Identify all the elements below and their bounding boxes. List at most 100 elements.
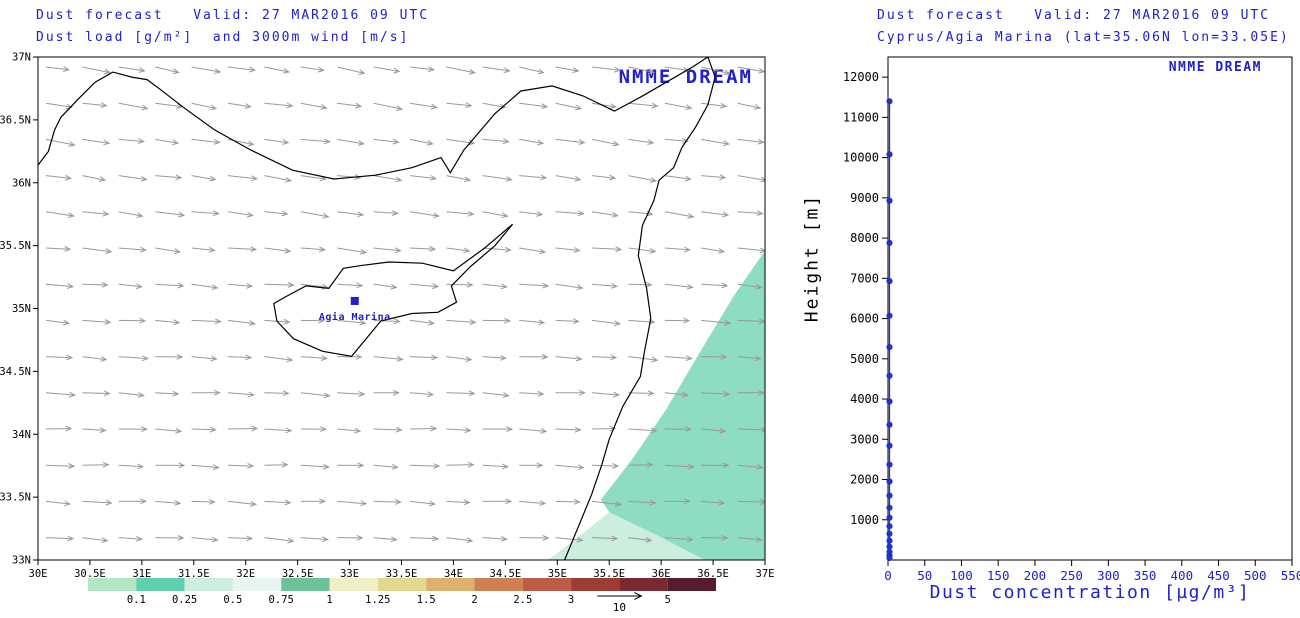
svg-text:1.25: 1.25 xyxy=(365,594,390,606)
wind-reference-value: 10 xyxy=(613,601,626,614)
profile-y-axis: 1000 2000 3000 4000 5000 6000 7000 8000 9000 1000… xyxy=(843,70,888,527)
svg-text:1000: 1000 xyxy=(850,513,879,527)
profile-point xyxy=(886,239,893,246)
svg-text:550: 550 xyxy=(1281,568,1300,583)
dust-load-colorbar: 0.1 0.25 0.5 0.75 1 1.25 1.5 2 2.5 3 5 xyxy=(88,578,716,606)
svg-text:35E: 35E xyxy=(548,568,567,580)
profile-point xyxy=(886,312,893,319)
svg-text:5: 5 xyxy=(665,594,671,606)
colorbar-segment xyxy=(281,578,330,591)
profile-point xyxy=(886,548,893,556)
model-name-label-profile: NMME DREAM xyxy=(1168,60,1262,75)
svg-text:34E: 34E xyxy=(444,568,463,580)
colorbar-segment xyxy=(377,578,427,591)
svg-text:35.5N: 35.5N xyxy=(0,240,31,252)
svg-text:34N: 34N xyxy=(12,429,31,441)
coastline-mainland xyxy=(38,57,716,560)
profile-point xyxy=(886,421,893,428)
profile-point xyxy=(886,278,893,285)
profile-point xyxy=(886,344,893,351)
coastline-cyprus xyxy=(273,223,514,357)
svg-text:50: 50 xyxy=(917,568,932,583)
svg-text:1: 1 xyxy=(326,594,332,606)
dust-concentration-profile-chart: 0 50 100 150 200 250 300 350 400 450 500 550 1000 200… xyxy=(843,56,1300,583)
svg-text:33E: 33E xyxy=(340,568,359,580)
svg-text:32.5E: 32.5E xyxy=(282,568,314,580)
profile-point xyxy=(886,398,893,405)
svg-text:36N: 36N xyxy=(12,177,31,189)
svg-text:7000: 7000 xyxy=(850,271,879,285)
profile-point xyxy=(886,514,893,521)
colorbar-segment xyxy=(474,578,523,591)
svg-text:37N: 37N xyxy=(12,52,31,64)
profile-subtitle: Cyprus/Agia Marina (lat=35.06N lon=33.05… xyxy=(877,30,1290,45)
colorbar-segment xyxy=(329,578,378,591)
svg-text:1.5: 1.5 xyxy=(417,594,436,606)
profile-point xyxy=(886,151,893,158)
svg-text:0: 0 xyxy=(884,568,892,583)
svg-text:150: 150 xyxy=(987,568,1010,583)
svg-text:12000: 12000 xyxy=(843,70,879,84)
svg-text:450: 450 xyxy=(1207,568,1230,583)
svg-text:33N: 33N xyxy=(12,555,31,567)
svg-text:2.5: 2.5 xyxy=(513,594,532,606)
svg-text:3000: 3000 xyxy=(850,432,879,446)
svg-text:400: 400 xyxy=(1171,568,1194,583)
svg-text:2000: 2000 xyxy=(850,473,879,487)
svg-text:8000: 8000 xyxy=(850,231,879,245)
dust-concentration-axis-label: Dust concentration [µg/m³] xyxy=(929,582,1251,603)
colorbar-segment xyxy=(667,578,716,591)
svg-text:35N: 35N xyxy=(12,303,31,315)
svg-text:30.5E: 30.5E xyxy=(74,568,106,580)
colorbar-segment xyxy=(184,578,233,591)
svg-text:36.5N: 36.5N xyxy=(0,114,31,126)
svg-text:3: 3 xyxy=(568,594,574,606)
svg-text:34.5E: 34.5E xyxy=(490,568,522,580)
svg-text:32E: 32E xyxy=(236,568,255,580)
svg-text:33.5E: 33.5E xyxy=(386,568,418,580)
map-plot-area: Agia Marina xyxy=(38,57,765,560)
map-title: Dust forecast Valid: 27 MAR2016 09 UTC xyxy=(36,8,430,23)
profile-point xyxy=(886,98,893,105)
colorbar-segment xyxy=(571,578,620,591)
svg-text:11000: 11000 xyxy=(843,110,879,124)
svg-text:10000: 10000 xyxy=(843,151,879,165)
station-label: Agia Marina xyxy=(319,311,391,323)
profile-frame xyxy=(887,56,1293,561)
svg-text:37E: 37E xyxy=(756,568,775,580)
profile-point xyxy=(886,504,893,511)
profile-point xyxy=(886,543,893,550)
svg-text:31E: 31E xyxy=(132,568,151,580)
profile-point xyxy=(886,478,893,485)
svg-text:9000: 9000 xyxy=(850,191,879,205)
svg-text:33.5N: 33.5N xyxy=(0,492,31,504)
map-subtitle: Dust load [g/m²] and 3000m wind [m/s] xyxy=(36,30,410,45)
svg-text:30E: 30E xyxy=(29,568,48,580)
profile-point xyxy=(886,461,893,468)
colorbar-segment xyxy=(232,578,282,591)
dust-load-main xyxy=(600,250,765,560)
profile-point xyxy=(886,442,893,449)
svg-text:34.5N: 34.5N xyxy=(0,366,31,378)
profile-point xyxy=(886,372,893,379)
map-lon-axis: 30E 30.5E 31E 31.5E 32E 32.5E 33E 33.5E 34E 34.5E… xyxy=(29,560,775,580)
svg-text:100: 100 xyxy=(950,568,973,583)
profile-point xyxy=(886,197,893,204)
svg-text:500: 500 xyxy=(1244,568,1267,583)
dust-load-light xyxy=(547,512,705,560)
svg-text:350: 350 xyxy=(1134,568,1157,583)
svg-text:300: 300 xyxy=(1097,568,1120,583)
station-marker xyxy=(350,296,359,305)
colorbar-segment xyxy=(136,578,185,591)
svg-text:4000: 4000 xyxy=(850,392,879,406)
svg-text:6000: 6000 xyxy=(850,312,879,326)
svg-text:36.5E: 36.5E xyxy=(697,568,729,580)
colorbar-segment xyxy=(426,578,475,591)
profile-x-axis: 0 50 100 150 200 250 300 350 400 450 500 550 xyxy=(884,560,1300,583)
svg-text:0.5: 0.5 xyxy=(223,594,242,606)
svg-text:5000: 5000 xyxy=(850,352,879,366)
wind-vector-field xyxy=(45,66,765,544)
svg-text:250: 250 xyxy=(1060,568,1083,583)
svg-text:2: 2 xyxy=(471,594,477,606)
